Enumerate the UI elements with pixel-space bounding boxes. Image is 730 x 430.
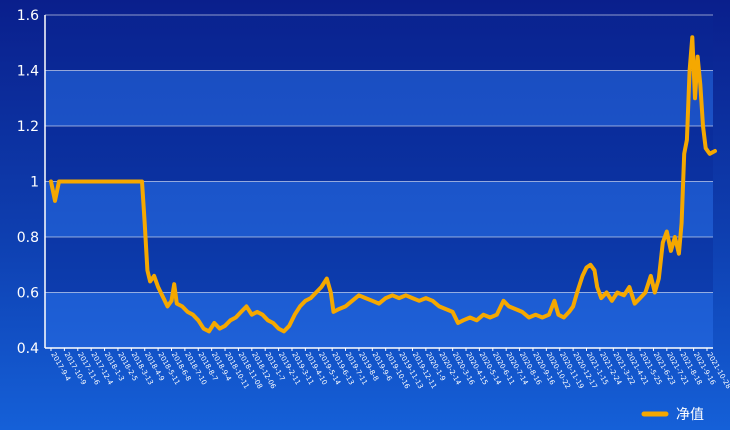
y-tick-label: 1 [30, 175, 39, 191]
y-tick-label: 0.4 [17, 341, 39, 357]
legend: 净值 [641, 407, 704, 423]
series-line-net-value [49, 35, 717, 334]
axes [44, 15, 713, 349]
plot-band [45, 15, 713, 71]
y-tick-label: 1.6 [17, 8, 39, 24]
plot-band [45, 70, 713, 126]
y-tick-label: 1.4 [17, 64, 39, 80]
y-tick-labels: 0.4 0.6 0.8 1 1.2 1.4 1.6 [17, 8, 39, 357]
plot-background [45, 15, 713, 348]
plot-band [45, 126, 713, 182]
y-tick-label: 0.6 [17, 286, 39, 302]
x-tick-labels: 2017-9-42017-10-92017-11-62017-12-42018-… [49, 348, 730, 391]
plot-band [45, 181, 713, 237]
y-tick-label: 1.2 [17, 119, 39, 135]
y-tick-label: 0.8 [17, 230, 39, 246]
legend-label: 净值 [676, 407, 704, 423]
